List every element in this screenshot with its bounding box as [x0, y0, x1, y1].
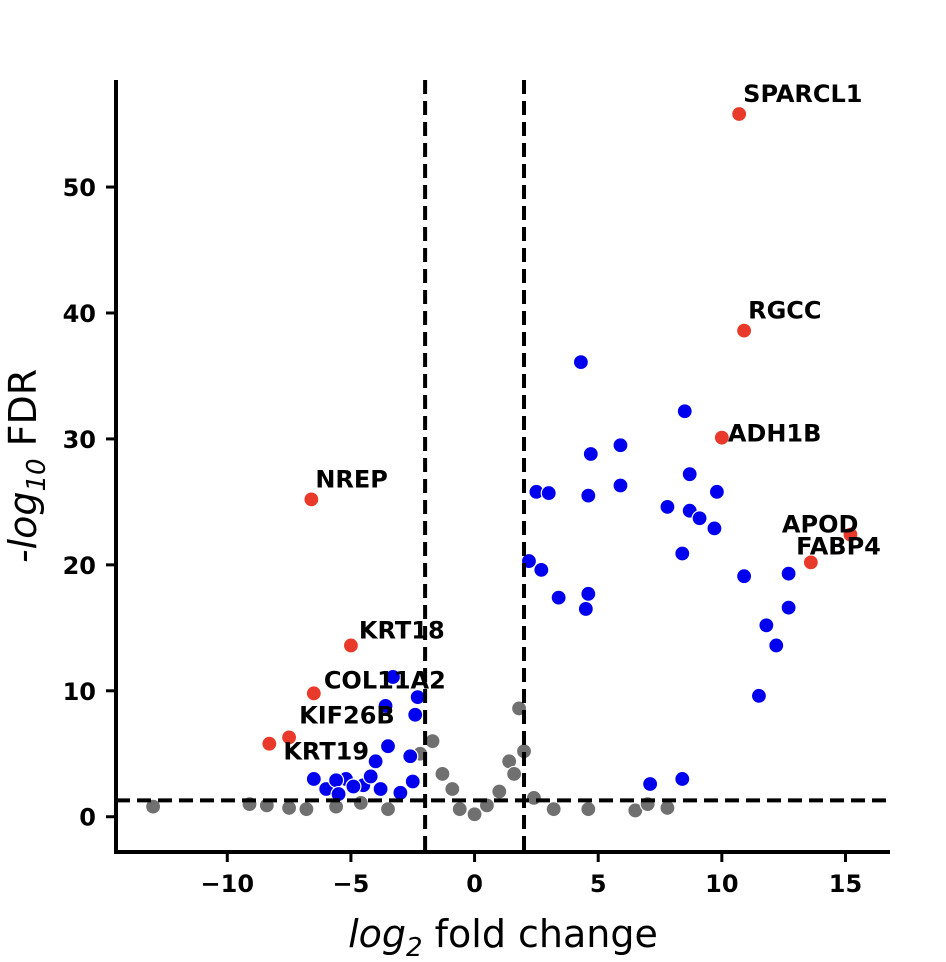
significant-point: [691, 510, 708, 527]
x-tick-label: 10: [705, 870, 738, 898]
y-tick-label: 40: [63, 300, 96, 328]
y-tick-label: 30: [63, 426, 96, 454]
significant-point: [362, 768, 379, 785]
significant-point: [577, 600, 594, 618]
significant-point: [407, 706, 424, 723]
significant-point: [379, 738, 397, 755]
nonsignificant-point: [545, 801, 562, 818]
gene-label: ADH1B: [728, 420, 822, 448]
x-tick-label: 5: [590, 870, 607, 898]
significant-point: [674, 770, 691, 788]
significant-point: [572, 354, 589, 371]
significant-point: [372, 780, 389, 798]
nonsignificant-point: [525, 789, 543, 806]
significant-point: [612, 437, 629, 454]
gene-label: KRT18: [359, 616, 445, 644]
x-axis-label: log2 fold change: [348, 912, 658, 962]
axes: −10 −5 0 5 10 15 0 10 20 30 40 50: [63, 80, 890, 898]
significant-point: [550, 589, 567, 606]
significant-point: [533, 561, 550, 578]
threshold-lines: [116, 80, 890, 852]
nonsignificant-point: [444, 780, 461, 798]
highlighted-point: [713, 429, 730, 446]
highlighted-point: [842, 526, 859, 543]
gene-label: SPARCL1: [743, 80, 862, 108]
significant-point: [377, 697, 394, 715]
significant-point: [402, 748, 419, 765]
highlighted-point: [731, 105, 748, 123]
x-tick-label: 15: [829, 870, 862, 898]
significant-point: [404, 773, 421, 790]
gene-label: NREP: [315, 465, 388, 493]
significant-point: [384, 668, 402, 686]
significant-point: [367, 753, 384, 770]
x-tick-label: −5: [333, 870, 370, 898]
gene-label: APOD: [782, 511, 859, 539]
significant-points: [305, 354, 797, 803]
significant-point: [780, 599, 797, 616]
nonsignificant-point: [466, 806, 483, 823]
significant-point: [706, 520, 723, 537]
highlighted-point: [736, 322, 753, 339]
significant-point: [642, 775, 659, 793]
x-tick-label: 0: [466, 870, 483, 898]
gene-label: KRT19: [283, 738, 369, 766]
nonsignificant-point: [379, 801, 397, 818]
significant-point: [345, 778, 362, 795]
y-tick-label: 10: [63, 678, 96, 706]
highlighted-point: [305, 685, 322, 702]
significant-point: [674, 545, 691, 562]
y-tick-label: 20: [63, 552, 96, 580]
gene-label: KIF26B: [299, 701, 395, 729]
significant-point: [327, 772, 345, 789]
significant-point: [676, 403, 693, 420]
significant-point: [582, 445, 599, 463]
significant-point: [580, 585, 597, 602]
nonsignificant-point: [144, 798, 162, 815]
significant-point: [305, 770, 322, 788]
significant-point: [580, 487, 597, 504]
significant-point: [708, 483, 726, 500]
gene-label: RGCC: [748, 297, 821, 325]
nonsignificant-point: [434, 765, 451, 783]
significant-point: [681, 466, 698, 483]
nonsignificant-point: [580, 801, 597, 818]
nonsignificant-point: [280, 799, 298, 817]
nonsignificant-point: [424, 733, 441, 750]
nonsignificant-points: [144, 700, 676, 823]
significant-point: [758, 617, 775, 634]
significant-point: [768, 637, 785, 654]
x-tick-label: −10: [201, 870, 255, 898]
highlighted-point: [303, 491, 320, 508]
gene-label: FABP4: [796, 532, 881, 560]
nonsignificant-point: [352, 794, 369, 811]
highlighted-point: [342, 637, 360, 654]
highlighted-point: [802, 554, 819, 571]
nonsignificant-point: [491, 783, 508, 800]
significant-point: [659, 498, 676, 516]
y-tick-label: 50: [63, 174, 96, 202]
y-axis-label: -log10 FDR: [1, 369, 52, 563]
highlighted-point: [280, 729, 298, 746]
significant-point: [612, 477, 629, 494]
significant-point: [392, 784, 409, 801]
significant-point: [540, 484, 557, 502]
significant-point: [780, 565, 797, 582]
nonsignificant-point: [451, 801, 468, 818]
highlighted-point: [261, 735, 278, 752]
nonsignificant-point: [506, 765, 523, 783]
gene-label: COL11A2: [324, 666, 446, 694]
significant-point: [750, 687, 768, 704]
significant-point: [736, 568, 753, 585]
nonsignificant-point: [298, 801, 315, 818]
y-tick-label: 0: [79, 804, 96, 832]
nonsignificant-point: [659, 799, 676, 817]
